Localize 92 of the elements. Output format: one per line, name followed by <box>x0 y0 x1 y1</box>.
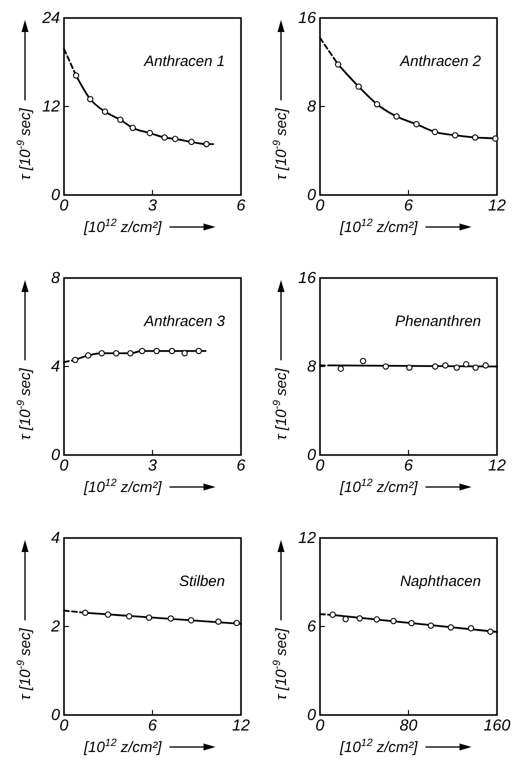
y-tick-label: 4 <box>51 530 60 548</box>
point <box>182 350 188 356</box>
point <box>72 72 80 79</box>
point <box>428 622 434 629</box>
x-tick-label: 6 <box>236 197 246 214</box>
point <box>139 348 146 354</box>
point <box>356 83 362 90</box>
point <box>390 618 397 624</box>
x-axis-title: [10$^{12}$ z/cm²] <box>339 477 418 496</box>
point <box>330 612 336 618</box>
point <box>234 620 240 626</box>
point <box>487 628 494 635</box>
point <box>196 348 202 354</box>
point <box>448 624 454 631</box>
text: Anthracen 2 <box>399 53 482 70</box>
point <box>482 362 489 369</box>
point <box>85 352 92 359</box>
x-axis-title: [10$^{12}$ z/cm²] <box>339 737 418 756</box>
x-tick-label: 12 <box>488 457 506 474</box>
point <box>472 364 479 371</box>
point <box>98 350 105 356</box>
point <box>72 356 78 364</box>
point <box>454 364 460 371</box>
point <box>393 113 400 120</box>
point <box>413 121 420 128</box>
x-tick-label: 3 <box>148 197 158 214</box>
point <box>492 135 499 142</box>
point <box>117 116 124 123</box>
point <box>82 610 88 616</box>
point <box>442 362 449 369</box>
text: Anthracen 1 <box>143 53 225 70</box>
point <box>432 363 438 370</box>
point <box>432 128 438 136</box>
point <box>188 138 195 146</box>
x-tick-label: 12 <box>488 197 506 214</box>
point <box>146 614 152 621</box>
x-axis-title: [10$^{12}$ z/cm²] <box>83 217 162 236</box>
point <box>87 96 94 102</box>
x-axis-title: [10$^{12}$ z/cm²] <box>83 737 162 756</box>
point <box>113 350 120 356</box>
point <box>146 130 153 136</box>
point <box>374 101 380 108</box>
point <box>338 366 344 372</box>
y-tick-label: 12 <box>42 98 60 116</box>
x-tick-label: 3 <box>148 457 158 474</box>
x-axis-title: [10$^{12}$ z/cm²] <box>83 477 162 496</box>
y-tick-label: 8 <box>307 358 316 376</box>
y-tick-label: 4 <box>51 358 60 376</box>
point <box>127 350 134 356</box>
x-tick-label: 6 <box>148 717 158 734</box>
point <box>334 61 342 68</box>
point <box>374 616 380 623</box>
point <box>188 617 194 624</box>
point <box>452 132 458 138</box>
text: Stilben <box>179 573 225 590</box>
y-tick-label: 16 <box>298 270 316 288</box>
text: Naphthacen <box>400 573 481 590</box>
point <box>356 615 363 622</box>
y-tick-label: 16 <box>298 10 316 28</box>
x-axis-title: [10$^{12}$ z/cm²] <box>339 217 418 236</box>
point <box>468 625 474 632</box>
point <box>382 363 389 370</box>
point <box>168 348 176 354</box>
point <box>168 615 174 622</box>
y-tick-label: 6 <box>307 618 316 636</box>
y-tick-label: 24 <box>41 10 60 28</box>
text: Anthracen 3 <box>143 313 226 330</box>
point <box>102 108 108 115</box>
point <box>215 618 222 625</box>
point <box>203 140 210 148</box>
text: Phenanthren <box>395 313 481 330</box>
point <box>360 358 366 364</box>
point <box>472 134 478 141</box>
y-tick-label: 8 <box>51 270 60 288</box>
point <box>406 364 413 371</box>
x-tick-label: 80 <box>400 717 418 734</box>
x-tick-label: 12 <box>232 717 250 734</box>
x-tick-label: 160 <box>484 717 510 734</box>
point <box>172 136 178 142</box>
point <box>463 361 470 368</box>
x-tick-label: 6 <box>404 197 414 214</box>
y-tick-label: 2 <box>50 618 60 636</box>
x-tick-label: 6 <box>236 457 246 474</box>
y-tick-label: 8 <box>307 98 316 116</box>
point <box>408 620 415 626</box>
point <box>104 611 112 618</box>
x-tick-label: 6 <box>404 457 414 474</box>
y-tick-label: 12 <box>298 530 316 548</box>
point <box>153 348 160 354</box>
point <box>161 134 168 141</box>
point <box>126 613 132 620</box>
point <box>130 124 136 132</box>
